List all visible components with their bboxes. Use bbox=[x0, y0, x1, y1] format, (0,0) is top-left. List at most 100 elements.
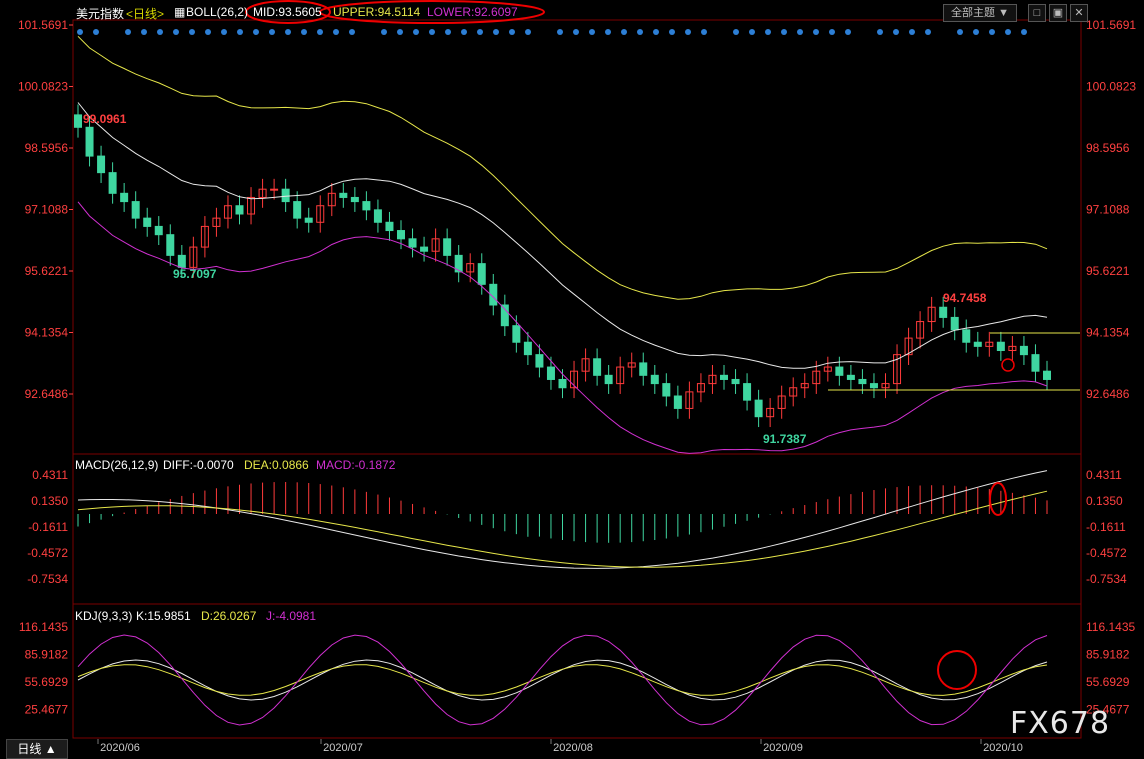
boll-label: BOLL(26,2) bbox=[186, 5, 248, 19]
signal-dot bbox=[317, 29, 323, 35]
kdj-axis-left-label: 25.4677 bbox=[25, 703, 69, 717]
candle-body bbox=[478, 264, 485, 285]
theme-dropdown[interactable]: 全部主题 ▼ bbox=[943, 4, 1017, 22]
macd-title: MACD(26,12,9) bbox=[75, 458, 158, 472]
candle-body bbox=[236, 206, 243, 214]
period-tab[interactable]: 日线 ▲ bbox=[6, 739, 68, 759]
boll-lower-line bbox=[78, 202, 1047, 454]
candle-body bbox=[444, 239, 451, 256]
signal-dot bbox=[925, 29, 931, 35]
kdj-axis-left-label: 116.1435 bbox=[19, 620, 68, 634]
signal-dot bbox=[221, 29, 227, 35]
candle-body bbox=[86, 127, 93, 156]
square-icon[interactable]: □ bbox=[1028, 4, 1046, 22]
kdj-j-line bbox=[78, 635, 1047, 725]
candle-body bbox=[1032, 355, 1039, 372]
candle-body bbox=[121, 193, 128, 201]
x-axis-label: 2020/07 bbox=[323, 742, 363, 754]
signal-dot bbox=[525, 29, 531, 35]
signal-dot bbox=[1005, 29, 1011, 35]
macd-diff: DIFF:-0.0070 bbox=[163, 458, 234, 472]
kdj-title: KDJ(9,3,3) bbox=[75, 609, 132, 623]
kdj-d-line bbox=[78, 665, 1047, 696]
macd-axis-left-label: 0.1350 bbox=[31, 494, 68, 508]
candle-body bbox=[547, 367, 554, 379]
price-axis-left-label: 97.1088 bbox=[25, 203, 69, 217]
annotation-high2: 94.7458 bbox=[943, 291, 987, 305]
candle-body bbox=[374, 210, 381, 222]
candle-body bbox=[951, 317, 958, 329]
signal-dot bbox=[381, 29, 387, 35]
candle-body bbox=[651, 375, 658, 383]
signal-dot bbox=[93, 29, 99, 35]
x-axis-label: 2020/10 bbox=[983, 742, 1023, 754]
kdj-d: D:26.0267 bbox=[201, 609, 256, 623]
highlight-circle-price bbox=[1002, 359, 1014, 371]
price-axis-right-label: 100.0823 bbox=[1086, 80, 1136, 94]
boll-upper-line bbox=[78, 36, 1047, 299]
highlight-ellipse-macd bbox=[990, 483, 1006, 515]
price-axis-right-label: 94.1354 bbox=[1086, 326, 1130, 340]
macd-dea: DEA:0.0866 bbox=[244, 458, 309, 472]
candle-body bbox=[963, 330, 970, 342]
signal-dot bbox=[845, 29, 851, 35]
signal-dot bbox=[621, 29, 627, 35]
signal-dot bbox=[493, 29, 499, 35]
signal-dot bbox=[173, 29, 179, 35]
candle-body bbox=[144, 218, 151, 226]
candle-body bbox=[398, 231, 405, 239]
kdj-k-line bbox=[78, 660, 1047, 700]
signal-dot bbox=[349, 29, 355, 35]
candle-body bbox=[674, 396, 681, 408]
signal-dot bbox=[749, 29, 755, 35]
annotation-low1: 95.7097 bbox=[173, 267, 217, 281]
candle-body bbox=[663, 384, 670, 396]
signal-dot bbox=[685, 29, 691, 35]
boll-mid: MID:93.5605 bbox=[253, 5, 322, 19]
macd-axis-left-label: 0.4311 bbox=[32, 468, 68, 482]
close-icon[interactable]: ✕ bbox=[1070, 4, 1088, 22]
signal-dot bbox=[733, 29, 739, 35]
kdj-axis-right-label: 85.9182 bbox=[1086, 648, 1130, 662]
indicator-icon: ▦ bbox=[174, 5, 185, 19]
signal-dot bbox=[1021, 29, 1027, 35]
price-axis-left-label: 101.5691 bbox=[18, 18, 68, 32]
theme-dropdown-label: 全部主题 bbox=[951, 7, 995, 19]
signal-dot bbox=[445, 29, 451, 35]
annotation-high1: 99.0961 bbox=[83, 112, 127, 126]
price-axis-right-label: 95.6221 bbox=[1086, 264, 1130, 278]
maximize-icon[interactable]: ▣ bbox=[1049, 4, 1067, 22]
candle-body bbox=[513, 326, 520, 343]
x-axis-label: 2020/06 bbox=[100, 742, 140, 754]
annotation-low2: 91.7387 bbox=[763, 432, 807, 446]
kdj-axis-left-label: 85.9182 bbox=[25, 648, 69, 662]
signal-dot bbox=[333, 29, 339, 35]
signal-dot bbox=[781, 29, 787, 35]
macd-axis-right-label: -0.1611 bbox=[1086, 520, 1126, 534]
period-label[interactable]: <日线> bbox=[126, 5, 164, 22]
macd-axis-right-label: 0.1350 bbox=[1086, 494, 1123, 508]
signal-dot bbox=[909, 29, 915, 35]
signal-dot bbox=[461, 29, 467, 35]
candle-body bbox=[605, 375, 612, 383]
candle-body bbox=[1044, 371, 1051, 379]
candle-body bbox=[559, 379, 566, 387]
boll-upper: UPPER:94.5114 bbox=[333, 5, 420, 19]
candle-body bbox=[744, 384, 751, 401]
candle-body bbox=[836, 367, 843, 375]
candle-body bbox=[421, 247, 428, 251]
candle-body bbox=[363, 202, 370, 210]
candle-body bbox=[997, 342, 1004, 350]
highlight-circle-kdj bbox=[938, 651, 976, 689]
candle-body bbox=[351, 197, 358, 201]
signal-dot bbox=[509, 29, 515, 35]
candle-body bbox=[594, 359, 601, 376]
price-axis-right-label: 101.5691 bbox=[1086, 18, 1136, 32]
kdj-axis-right-label: 55.6929 bbox=[1086, 675, 1130, 689]
signal-dot bbox=[877, 29, 883, 35]
macd-axis-left-label: -0.7534 bbox=[27, 572, 68, 586]
candle-body bbox=[640, 363, 647, 375]
candle-body bbox=[98, 156, 105, 173]
candle-body bbox=[1020, 346, 1027, 354]
price-axis-right-label: 92.6486 bbox=[1086, 387, 1130, 401]
